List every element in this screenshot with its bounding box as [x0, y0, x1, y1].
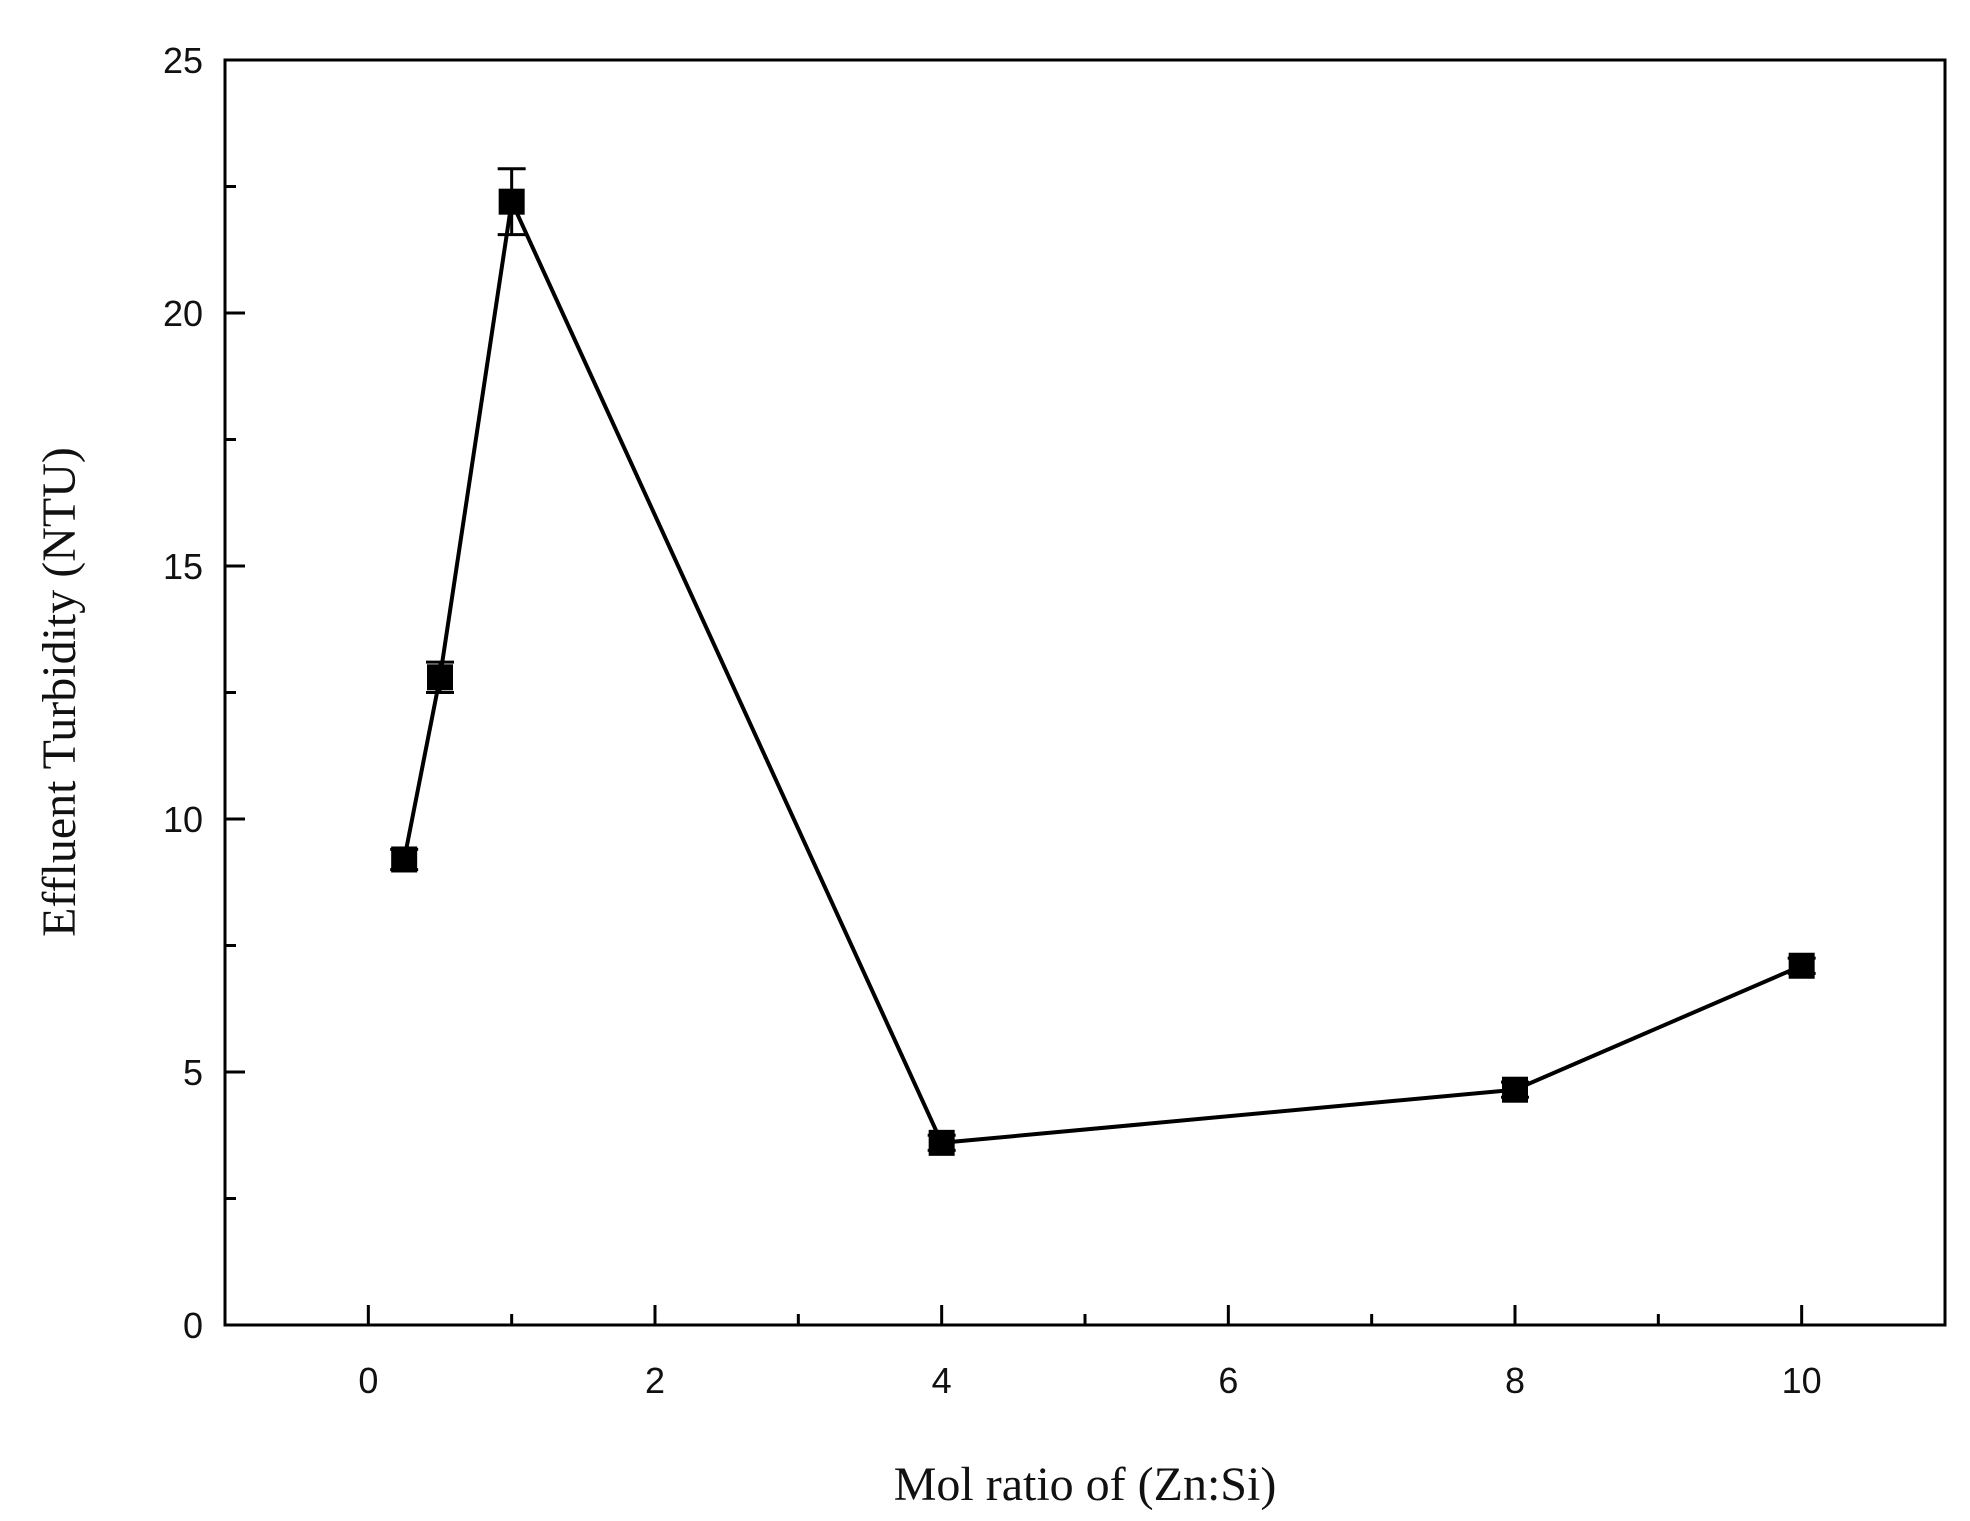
x-tick-label: 2	[645, 1360, 665, 1401]
y-tick-label: 20	[163, 293, 203, 334]
series-lines	[402, 199, 1803, 1145]
y-tick-label: 15	[163, 546, 203, 587]
y-axis-title: Effluent Turbidity (NTU)	[33, 447, 86, 937]
data-point	[498, 188, 525, 215]
x-tick-label: 4	[932, 1360, 952, 1401]
data-markers	[391, 188, 1815, 1156]
y-axis-tick-labels: 0 5 10 15 20 25	[163, 40, 203, 1346]
x-axis-ticks	[366, 1305, 1804, 1325]
x-axis-tick-labels: 0 2 4 6 8 10	[358, 1360, 1821, 1401]
y-tick-label: 5	[183, 1052, 203, 1093]
y-axis-ticks	[225, 58, 245, 1327]
x-axis-title: Mol ratio of (Zn:Si)	[894, 1458, 1277, 1511]
x-tick-label: 0	[358, 1360, 378, 1401]
series-line	[402, 199, 1803, 1145]
x-tick-label: 10	[1782, 1360, 1822, 1401]
y-tick-label: 0	[183, 1305, 203, 1346]
x-tick-label: 6	[1218, 1360, 1238, 1401]
x-tick-label: 8	[1505, 1360, 1525, 1401]
plot-frame	[223, 58, 1947, 1327]
data-point	[427, 664, 453, 691]
error-bars	[390, 167, 1816, 1152]
data-point	[1788, 952, 1815, 979]
data-point	[928, 1129, 955, 1156]
y-tick-label: 10	[163, 799, 203, 840]
data-point	[1502, 1076, 1528, 1103]
data-point	[391, 846, 418, 873]
y-tick-label: 25	[163, 40, 203, 81]
